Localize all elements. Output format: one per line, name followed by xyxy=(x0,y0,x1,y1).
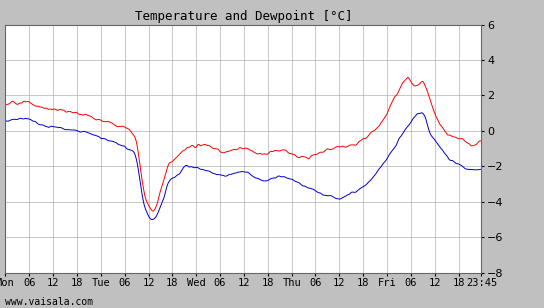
Text: www.vaisala.com: www.vaisala.com xyxy=(5,297,94,307)
Title: Temperature and Dewpoint [°C]: Temperature and Dewpoint [°C] xyxy=(135,10,352,23)
